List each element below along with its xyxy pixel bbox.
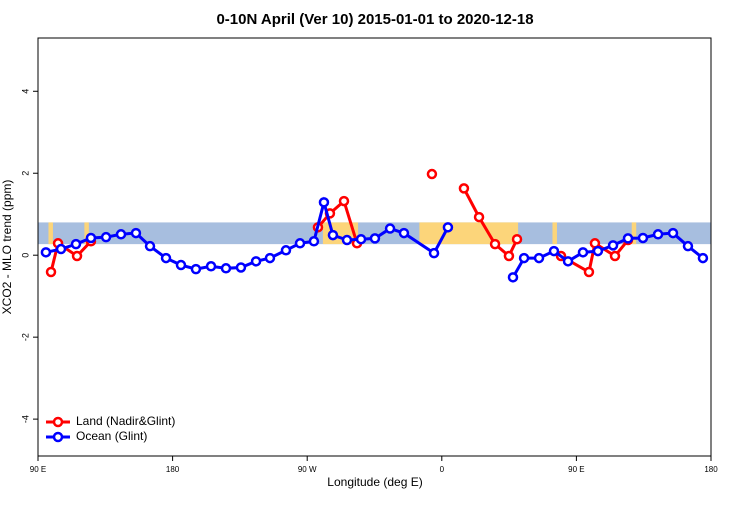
data-point: [507, 272, 519, 283]
x-axis-label: Longitude (deg E): [327, 475, 422, 489]
land-patch: [84, 222, 89, 245]
x-tick-label: 180: [166, 465, 180, 474]
legend-label: Land (Nadir&Glint): [76, 414, 175, 428]
data-point: [85, 232, 97, 244]
y-tick-label: 0: [20, 253, 30, 258]
data-point: [160, 252, 172, 264]
y-tick-label: 4: [20, 89, 30, 94]
data-point: [318, 197, 330, 208]
legend: Land (Nadir&Glint)Ocean (Glint): [46, 414, 175, 443]
data-point: [607, 240, 619, 251]
data-point: [220, 263, 232, 274]
series-line: [45, 196, 450, 271]
data-point: [71, 250, 83, 262]
plot-frame: [37, 37, 712, 457]
data-point: [548, 245, 560, 257]
data-point: [341, 234, 353, 246]
data-point: [458, 183, 470, 194]
data-point: [280, 245, 292, 256]
data-point: [235, 262, 247, 273]
x-tick-label: 90 E: [568, 465, 584, 474]
data-point: [533, 252, 545, 264]
y-tick-label: 2: [20, 171, 30, 176]
data-point: [622, 233, 634, 244]
x-tick-label: 0: [440, 465, 445, 474]
data-point: [100, 231, 112, 243]
data-point: [426, 168, 438, 180]
x-tick-label: 180: [704, 465, 718, 474]
data-point: [652, 229, 664, 240]
data-point: [308, 236, 320, 247]
data-point: [40, 247, 52, 258]
x-tick-label: 90 W: [298, 465, 317, 474]
data-point: [511, 233, 523, 245]
data-point: [384, 223, 396, 234]
land-patch: [48, 222, 53, 245]
data-point: [45, 266, 57, 278]
data-point: [294, 238, 306, 249]
data-point: [428, 247, 440, 259]
data-point: [70, 238, 82, 250]
data-point: [55, 243, 67, 255]
data-point: [264, 252, 276, 264]
legend-marker: [52, 431, 64, 443]
data-point: [489, 238, 501, 250]
data-point: [355, 233, 367, 245]
y-tick-label: -4: [20, 415, 30, 423]
data-point: [115, 229, 127, 240]
land-patch: [552, 222, 557, 245]
data-point: [697, 252, 709, 264]
data-point: [144, 240, 156, 252]
y-tick-label: -2: [20, 333, 30, 341]
data-point: [667, 227, 679, 239]
data-point: [190, 263, 202, 275]
data-point: [327, 229, 339, 241]
plot-area: -4 -2 0 2 4 90 E 180 90 W 0 90 E 180: [20, 89, 718, 474]
legend-marker: [52, 416, 64, 428]
land-patch: [631, 222, 637, 245]
data-point: [250, 256, 262, 267]
data-point: [577, 247, 589, 258]
data-point: [369, 233, 381, 244]
data-point: [682, 240, 694, 252]
data-point: [442, 222, 454, 233]
data-point: [592, 245, 604, 257]
data-point: [562, 256, 574, 267]
x-tick-label: 90 E: [30, 465, 46, 474]
series-line: [316, 198, 359, 244]
data-point: [398, 227, 410, 239]
data-point: [609, 250, 621, 262]
series-line: [49, 240, 93, 273]
data-point: [637, 232, 649, 244]
data-point: [175, 259, 187, 271]
data-point: [338, 195, 350, 207]
data-point: [503, 250, 515, 262]
data-point: [518, 252, 530, 264]
legend-label: Ocean (Glint): [76, 429, 147, 443]
chart-title: 0-10N April (Ver 10) 2015-01-01 to 2020-…: [216, 11, 533, 28]
y-axis-label: XCO2 - MLO trend (ppm): [0, 180, 14, 315]
data-point: [583, 266, 595, 278]
data-point: [473, 211, 485, 223]
land-patch: [419, 222, 519, 245]
data-point: [205, 261, 217, 272]
data-point: [130, 227, 142, 239]
